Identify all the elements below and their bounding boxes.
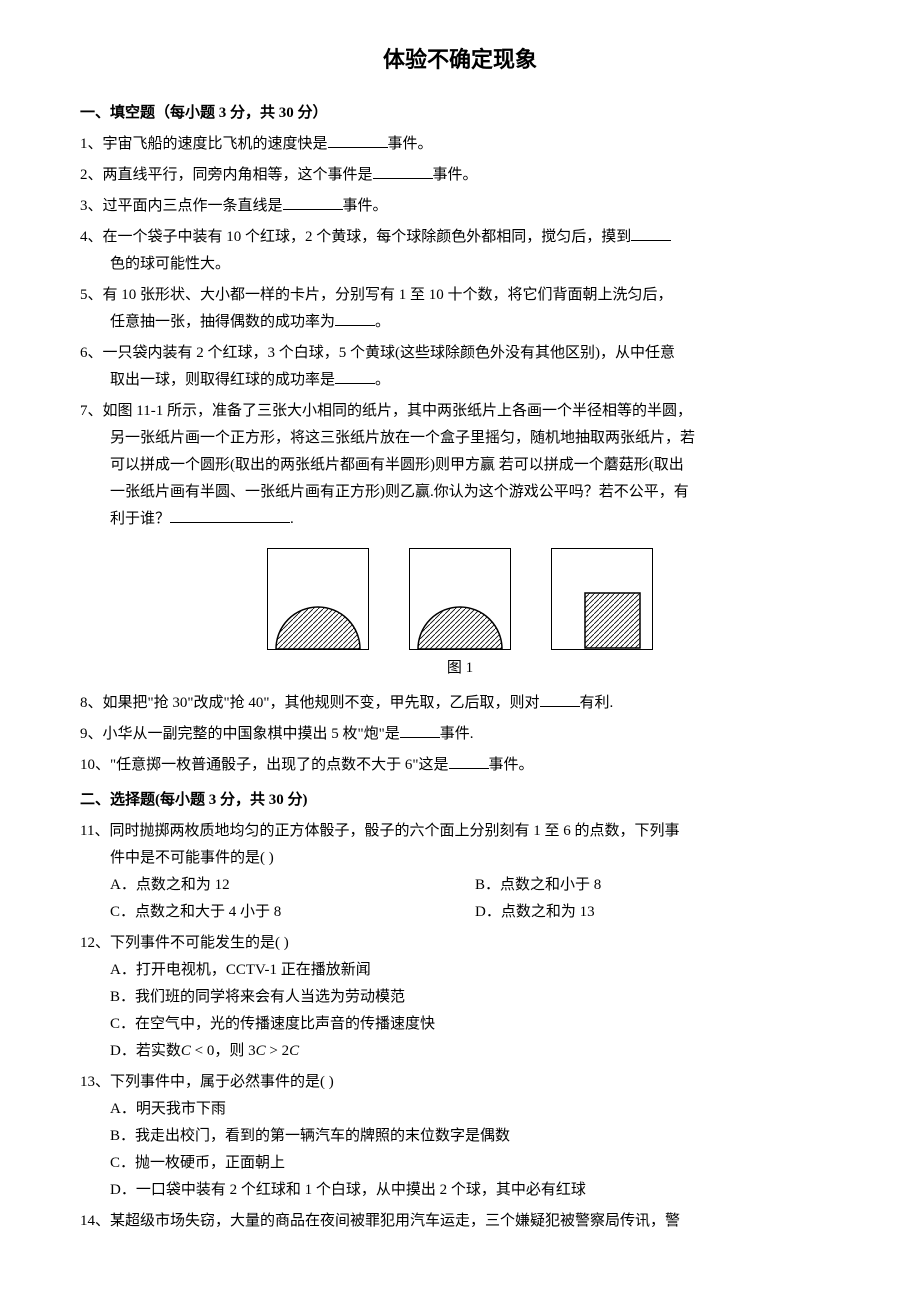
- q4-line2: 色的球可能性大。: [80, 251, 840, 278]
- figure-caption: 图 1: [80, 655, 840, 682]
- q12-d-pre: D．若实数: [110, 1043, 181, 1059]
- section1-heading: 一、填空题（每小题 3 分，共 30 分）: [80, 100, 840, 127]
- q1-pre: 1、宇宙飞船的速度比飞机的速度快是: [80, 136, 328, 152]
- q6-line2-pre: 取出一球，则取得红球的成功率是: [110, 372, 335, 388]
- q7-blank[interactable]: [170, 507, 290, 523]
- q12-d-var3: C: [289, 1043, 299, 1059]
- q5-line2-pre: 任意抽一张，抽得偶数的成功率为: [110, 314, 335, 330]
- figure-card-1: [267, 548, 369, 650]
- q12-option-a[interactable]: A．打开电视机，CCTV-1 正在播放新闻: [110, 957, 840, 984]
- q2-post: 事件。: [433, 167, 478, 183]
- q1: 1、宇宙飞船的速度比飞机的速度快是 事件。: [80, 131, 840, 158]
- q14-line1: 14、某超级市场失窃，大量的商品在夜间被罪犯用汽车运走，三个嫌疑犯被警察局传讯，…: [80, 1208, 840, 1235]
- q5-line2-post: 。: [375, 314, 390, 330]
- q10-blank[interactable]: [449, 753, 489, 769]
- section2-heading: 二、选择题(每小题 3 分，共 30 分): [80, 787, 840, 814]
- q7-line5-post: .: [290, 511, 294, 527]
- q6-blank[interactable]: [335, 368, 375, 384]
- q1-post: 事件。: [388, 136, 433, 152]
- q4-blank[interactable]: [631, 225, 671, 241]
- q6-line2-post: 。: [375, 372, 390, 388]
- q13: 13、下列事件中，属于必然事件的是( ) A．明天我市下雨 B．我走出校门，看到…: [80, 1069, 840, 1204]
- q11-option-a[interactable]: A．点数之和为 12: [110, 872, 475, 899]
- q12-option-b[interactable]: B．我们班的同学将来会有人当选为劳动模范: [110, 984, 840, 1011]
- q4: 4、在一个袋子中装有 10 个红球，2 个黄球，每个球除颜色外都相同，搅匀后，摸…: [80, 224, 840, 278]
- q10-post: 事件。: [489, 757, 534, 773]
- q12-option-c[interactable]: C．在空气中，光的传播速度比声音的传播速度快: [110, 1011, 840, 1038]
- figure-row: [80, 548, 840, 650]
- q4-line1: 4、在一个袋子中装有 10 个红球，2 个黄球，每个球除颜色外都相同，搅匀后，摸…: [80, 229, 631, 245]
- q2: 2、两直线平行，同旁内角相等，这个事件是 事件。: [80, 162, 840, 189]
- q9-blank[interactable]: [400, 722, 440, 738]
- q3: 3、过平面内三点作一条直线是 事件。: [80, 193, 840, 220]
- q12-option-d[interactable]: D．若实数C < 0，则 3C > 2C: [110, 1038, 840, 1065]
- q13-option-d[interactable]: D．一口袋中装有 2 个红球和 1 个白球，从中摸出 2 个球，其中必有红球: [110, 1177, 840, 1204]
- q3-blank[interactable]: [283, 194, 343, 210]
- q7: 7、如图 11-1 所示，准备了三张大小相同的纸片，其中两张纸片上各画一个半径相…: [80, 398, 840, 533]
- q12-d-var2: C: [256, 1043, 266, 1059]
- q7-line3: 可以拼成一个圆形(取出的两张纸片都画有半圆形)则甲方赢 若可以拼成一个蘑菇形(取…: [80, 452, 840, 479]
- q7-line1: 7、如图 11-1 所示，准备了三张大小相同的纸片，其中两张纸片上各画一个半径相…: [80, 398, 840, 425]
- q13-option-a[interactable]: A．明天我市下雨: [110, 1096, 840, 1123]
- semicircle-icon: [410, 599, 510, 649]
- q5-line1: 5、有 10 张形状、大小都一样的卡片，分别写有 1 至 10 十个数，将它们背…: [80, 282, 840, 309]
- q8-post: 有利.: [580, 695, 614, 711]
- page-title: 体验不确定现象: [80, 40, 840, 80]
- q1-blank[interactable]: [328, 132, 388, 148]
- q8: 8、如果把"抢 30"改成"抢 40"，其他规则不变，甲先取，乙后取，则对 有利.: [80, 690, 840, 717]
- q13-option-b[interactable]: B．我走出校门，看到的第一辆汽车的牌照的末位数字是偶数: [110, 1123, 840, 1150]
- q7-line4: 一张纸片画有半圆、一张纸片画有正方形)则乙赢.你认为这个游戏公平吗？若不公平，有: [80, 479, 840, 506]
- q12-d-mid: ，则 3: [214, 1043, 255, 1059]
- q12-stem: 12、下列事件不可能发生的是( ): [80, 930, 840, 957]
- figure-card-2: [409, 548, 511, 650]
- q6: 6、一只袋内装有 2 个红球，3 个白球，5 个黄球(这些球除颜色外没有其他区别…: [80, 340, 840, 394]
- q13-stem: 13、下列事件中，属于必然事件的是( ): [80, 1069, 840, 1096]
- q10: 10、"任意掷一枚普通骰子，出现了的点数不大于 6"这是 事件。: [80, 752, 840, 779]
- q9: 9、小华从一副完整的中国象棋中摸出 5 枚"炮"是 事件.: [80, 721, 840, 748]
- q12: 12、下列事件不可能发生的是( ) A．打开电视机，CCTV-1 正在播放新闻 …: [80, 930, 840, 1065]
- q9-post: 事件.: [440, 726, 474, 742]
- q9-pre: 9、小华从一副完整的中国象棋中摸出 5 枚"炮"是: [80, 726, 400, 742]
- q7-line2: 另一张纸片画一个正方形，将这三张纸片放在一个盒子里摇匀，随机地抽取两张纸片，若: [80, 425, 840, 452]
- q3-pre: 3、过平面内三点作一条直线是: [80, 198, 283, 214]
- q11-option-b[interactable]: B．点数之和小于 8: [475, 872, 840, 899]
- q11-option-c[interactable]: C．点数之和大于 4 小于 8: [110, 899, 475, 926]
- q12-d-lt: < 0: [191, 1043, 214, 1059]
- q5-blank[interactable]: [335, 310, 375, 326]
- figure-card-3: [551, 548, 653, 650]
- q10-pre: 10、"任意掷一枚普通骰子，出现了的点数不大于 6"这是: [80, 757, 449, 773]
- q11-line2: 件中是不可能事件的是( ): [80, 845, 840, 872]
- q12-d-gt: > 2: [266, 1043, 289, 1059]
- q6-line1: 6、一只袋内装有 2 个红球，3 个白球，5 个黄球(这些球除颜色外没有其他区别…: [80, 340, 840, 367]
- q11-line1: 11、同时抛掷两枚质地均匀的正方体骰子，骰子的六个面上分别刻有 1 至 6 的点…: [80, 818, 840, 845]
- q8-pre: 8、如果把"抢 30"改成"抢 40"，其他规则不变，甲先取，乙后取，则对: [80, 695, 540, 711]
- q12-d-var1: C: [181, 1043, 191, 1059]
- q11-option-d[interactable]: D．点数之和为 13: [475, 899, 840, 926]
- q5: 5、有 10 张形状、大小都一样的卡片，分别写有 1 至 10 十个数，将它们背…: [80, 282, 840, 336]
- q2-blank[interactable]: [373, 163, 433, 179]
- q14: 14、某超级市场失窃，大量的商品在夜间被罪犯用汽车运走，三个嫌疑犯被警察局传讯，…: [80, 1208, 840, 1235]
- semicircle-icon: [268, 599, 368, 649]
- q13-option-c[interactable]: C．抛一枚硬币，正面朝上: [110, 1150, 840, 1177]
- q3-post: 事件。: [343, 198, 388, 214]
- q8-blank[interactable]: [540, 691, 580, 707]
- q11: 11、同时抛掷两枚质地均匀的正方体骰子，骰子的六个面上分别刻有 1 至 6 的点…: [80, 818, 840, 926]
- q7-line5-pre: 利于谁？: [110, 511, 170, 527]
- square-icon: [584, 589, 644, 649]
- q2-pre: 2、两直线平行，同旁内角相等，这个事件是: [80, 167, 373, 183]
